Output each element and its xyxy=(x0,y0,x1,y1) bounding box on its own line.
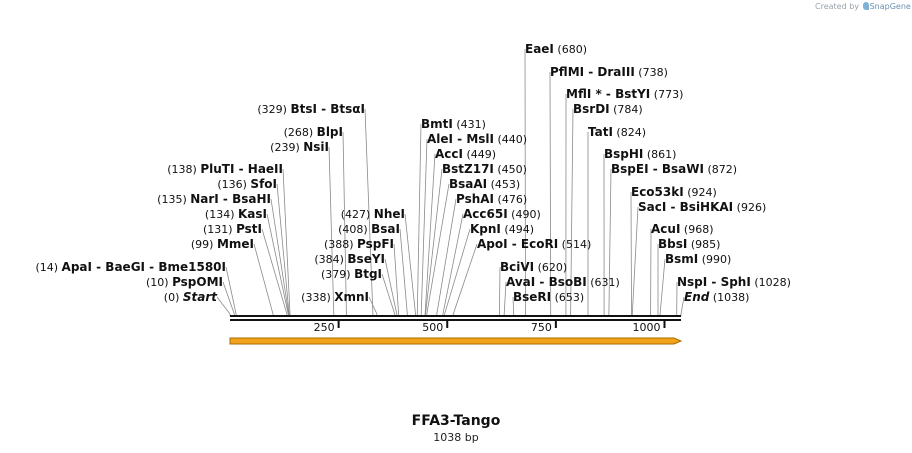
ruler-tick xyxy=(554,320,557,328)
site-label: (138) PluTI - HaeII xyxy=(167,162,283,176)
site-label: TatI (824) xyxy=(588,125,646,139)
site-label: AvaI - BsoBI (631) xyxy=(506,275,620,289)
ruler-tick-label: 1000 xyxy=(632,321,660,334)
site-leader-line xyxy=(225,266,237,316)
feature-arrow xyxy=(229,337,683,345)
site-leader-line xyxy=(216,296,231,316)
snapgene-credit: Created by SnapGene xyxy=(815,2,911,11)
ruler-tick-label: 500 xyxy=(422,321,443,334)
site-label: (134) KasI xyxy=(205,207,267,221)
site-leader-line xyxy=(452,243,478,316)
ruler-tick-label: 750 xyxy=(531,321,552,334)
site-label: MflI * - BstYI (773) xyxy=(566,87,683,101)
site-leader-line xyxy=(261,228,288,316)
site-label: End (1038) xyxy=(684,290,749,304)
site-leader-line xyxy=(424,153,436,316)
credit-prefix: Created by xyxy=(815,2,860,11)
site-leader-line xyxy=(631,206,639,316)
site-label: BsmI (990) xyxy=(665,252,731,266)
site-leader-line xyxy=(425,168,443,316)
site-label: (135) NarI - BsaHI xyxy=(157,192,271,206)
ruler-tick xyxy=(446,320,449,328)
site-leader-line xyxy=(420,138,428,316)
site-label: (14) ApaI - BaeGI - Bme1580I xyxy=(35,260,226,274)
site-label: (239) NsiI xyxy=(270,140,329,154)
snapgene-logo-icon xyxy=(862,2,869,10)
site-label: (408) BsaI xyxy=(338,222,400,236)
site-leader-line xyxy=(399,228,408,316)
site-label: BseRI (653) xyxy=(513,290,584,304)
site-label: (338) XmnI xyxy=(301,290,369,304)
credit-brand: SnapGene xyxy=(869,2,911,11)
plasmid-size: 1038 bp xyxy=(433,431,479,444)
site-leader-line xyxy=(659,258,666,316)
ruler-tick xyxy=(663,320,666,328)
site-label: BsrDI (784) xyxy=(573,102,643,116)
site-label: (136) SfoI xyxy=(217,177,277,191)
site-leader-line xyxy=(498,266,501,316)
site-label: (10) PspOMI xyxy=(146,275,223,289)
site-label: BbsI (985) xyxy=(658,237,720,251)
site-label: NspI - SphI (1028) xyxy=(677,275,791,289)
site-label: (131) PstI xyxy=(203,222,262,236)
site-label: BciVI (620) xyxy=(500,260,567,274)
ruler-tick-label: 250 xyxy=(314,321,335,334)
site-leader-line xyxy=(266,213,289,316)
site-leader-line xyxy=(253,243,274,316)
site-leader-line xyxy=(608,168,612,316)
site-label: BsaAI (453) xyxy=(449,177,520,191)
site-label: EaeI (680) xyxy=(525,42,587,56)
site-label: SacI - BsiHKAI (926) xyxy=(638,200,766,214)
site-label: (384) BseYI xyxy=(314,252,385,266)
site-label: BstZ17I (450) xyxy=(442,162,527,176)
site-label: PflMI - DraIII (738) xyxy=(550,65,668,79)
site-label: (268) BlpI xyxy=(284,125,343,139)
site-label: (329) BtsI - BtsαI xyxy=(257,102,365,116)
ruler-tick xyxy=(337,320,340,328)
site-leader-line xyxy=(630,191,632,316)
site-leader-line xyxy=(384,258,398,316)
site-label: PshAI (476) xyxy=(456,192,527,206)
site-label: BmtI (431) xyxy=(421,117,486,131)
site-leader-line xyxy=(442,213,464,316)
site-leader-line xyxy=(404,213,416,316)
site-label: Eco53kI (924) xyxy=(631,185,717,199)
site-label: Acc65I (490) xyxy=(463,207,541,221)
site-label: ApoI - EcoRI (514) xyxy=(477,237,591,251)
backbone-top-strand xyxy=(230,315,681,317)
site-label: BspEI - BsaWI (872) xyxy=(611,162,737,176)
site-label: AcuI (968) xyxy=(651,222,714,236)
site-leader-line xyxy=(416,123,422,316)
site-label: (427) NheI xyxy=(341,207,405,221)
site-label: (388) PspFI xyxy=(324,237,394,251)
plasmid-name: FFA3-Tango xyxy=(411,413,501,429)
site-label: (379) BtgI xyxy=(321,267,382,281)
site-label: (99) MmeI xyxy=(191,237,254,251)
site-label: AleI - MslI (440) xyxy=(427,132,527,146)
site-label: (0) Start xyxy=(164,290,218,304)
site-label: BspHI (861) xyxy=(604,147,676,161)
site-label: AccI (449) xyxy=(435,147,496,161)
backbone-bottom-strand xyxy=(230,319,681,321)
site-label: KpnI (494) xyxy=(470,222,534,236)
